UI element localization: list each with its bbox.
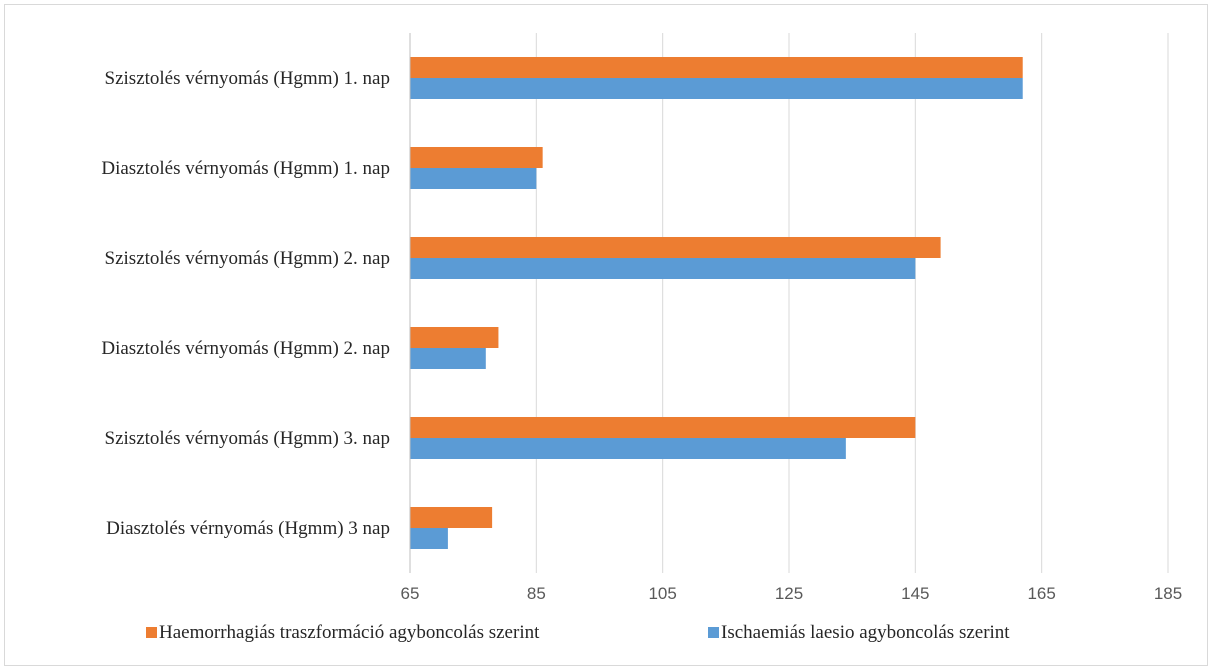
category-label: Diasztolés vérnyomás (Hgmm) 2. nap xyxy=(101,338,390,359)
x-tick-label: 65 xyxy=(401,584,420,603)
bar-ischaemic xyxy=(410,528,448,549)
legend-label-haemorrhagic: Haemorrhagiás traszformáció agyboncolás … xyxy=(159,622,540,643)
category-label: Szisztolés vérnyomás (Hgmm) 1. nap xyxy=(105,68,390,89)
category-labels: Szisztolés vérnyomás (Hgmm) 1. nap Diaszt… xyxy=(101,68,390,539)
bar-ischaemic xyxy=(410,78,1023,99)
x-tick-label: 125 xyxy=(775,584,803,603)
x-tick-labels: 65 85 105 125 145 165 185 xyxy=(401,584,1183,603)
category-label: Szisztolés vérnyomás (Hgmm) 3. nap xyxy=(105,428,390,449)
legend-swatch-haemorrhagic xyxy=(146,627,157,638)
category-label: Diasztolés vérnyomás (Hgmm) 3 nap xyxy=(106,518,390,539)
bar-haemorrhagic xyxy=(410,147,543,168)
legend-swatch-ischaemic xyxy=(708,627,719,638)
legend-label-ischaemic: Ischaemiás laesio agyboncolás szerint xyxy=(721,622,1010,643)
bars xyxy=(410,57,1023,549)
bar-ischaemic xyxy=(410,348,486,369)
bar-haemorrhagic xyxy=(410,507,493,528)
bar-ischaemic xyxy=(410,258,916,279)
x-tick-label: 145 xyxy=(901,584,929,603)
bar-haemorrhagic xyxy=(410,417,916,438)
legend: Haemorrhagiás traszformáció agyboncolás … xyxy=(146,622,1010,643)
bar-haemorrhagic xyxy=(410,57,1023,78)
bar-ischaemic xyxy=(410,168,537,189)
bar-haemorrhagic xyxy=(410,237,941,258)
bar-ischaemic xyxy=(410,438,846,459)
x-tick-label: 105 xyxy=(648,584,676,603)
category-label: Diasztolés vérnyomás (Hgmm) 1. nap xyxy=(101,158,390,179)
x-tick-label: 165 xyxy=(1027,584,1055,603)
category-label: Szisztolés vérnyomás (Hgmm) 2. nap xyxy=(105,248,390,269)
x-tick-label: 185 xyxy=(1154,584,1182,603)
chart-frame xyxy=(4,4,1208,666)
bar-haemorrhagic xyxy=(410,327,499,348)
x-tick-label: 85 xyxy=(527,584,546,603)
gridlines xyxy=(535,33,1169,573)
